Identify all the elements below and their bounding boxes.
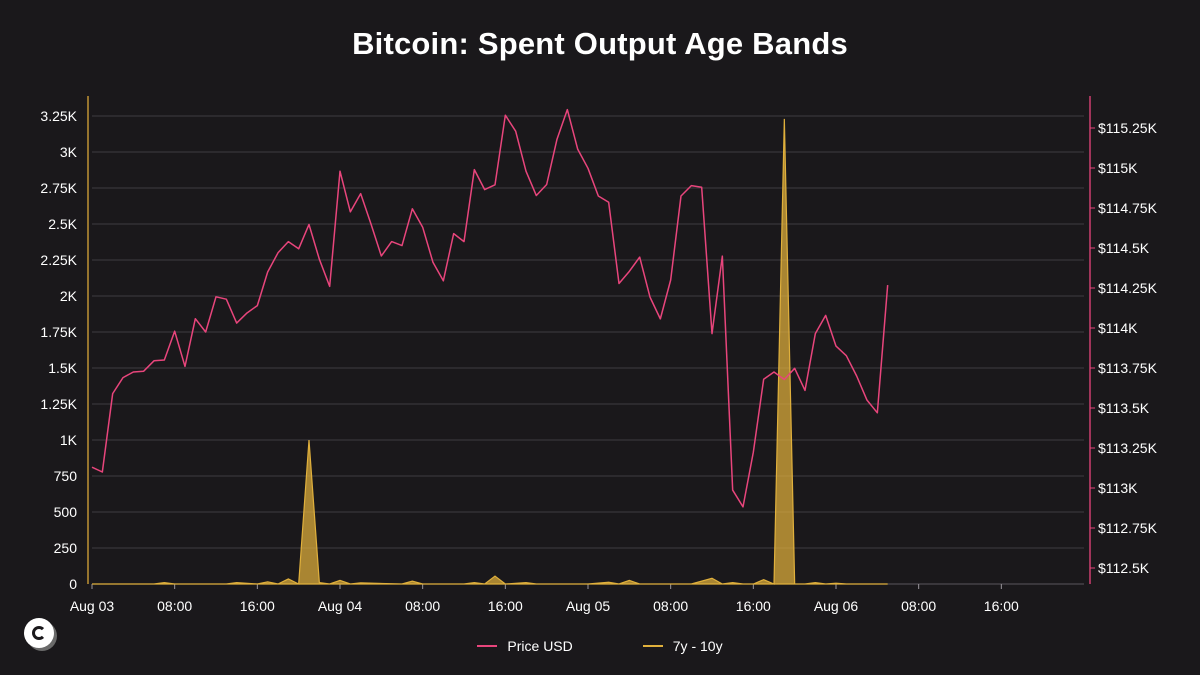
y-left-tick-label: 1.5K bbox=[48, 360, 77, 376]
y-right-tick-label: $114.5K bbox=[1098, 240, 1150, 256]
y-right-tick-label: $114K bbox=[1098, 320, 1138, 336]
y-left-tick-label: 2.25K bbox=[40, 252, 77, 268]
legend-swatch-7y-10y bbox=[642, 645, 663, 647]
y-right-tick-label: $112.75K bbox=[1098, 520, 1158, 536]
x-tick-label: 16:00 bbox=[488, 598, 523, 614]
x-tick-label: 08:00 bbox=[157, 598, 192, 614]
y-right-tick-label: $115.25K bbox=[1098, 120, 1158, 136]
y-left-tick-label: 250 bbox=[54, 540, 78, 556]
y-left-tick-label: 2K bbox=[60, 288, 78, 304]
legend-item-price[interactable]: Price USD bbox=[477, 638, 573, 654]
x-tick-label: 16:00 bbox=[984, 598, 1019, 614]
area-7y-10y bbox=[92, 118, 888, 585]
x-tick-label: Aug 05 bbox=[566, 598, 611, 614]
x-tick-label: Aug 03 bbox=[70, 598, 115, 614]
x-tick-label: 16:00 bbox=[736, 598, 771, 614]
legend: Price USD 7y - 10y bbox=[0, 638, 1200, 654]
y-right-tick-label: $114.25K bbox=[1098, 280, 1158, 296]
grid-layer bbox=[92, 115, 1084, 549]
x-tick-label: 16:00 bbox=[240, 598, 275, 614]
logo-icon-mark bbox=[32, 626, 46, 640]
chart-title: Bitcoin: Spent Output Age Bands bbox=[352, 26, 848, 61]
y-left-tick-label: 3K bbox=[60, 144, 78, 160]
legend-swatch-price bbox=[477, 645, 498, 647]
x-tick-label: 08:00 bbox=[901, 598, 936, 614]
y-left-tick-label: 1.75K bbox=[40, 324, 77, 340]
legend-label-7y-10y: 7y - 10y bbox=[672, 638, 723, 654]
y-left-tick-label: 1K bbox=[60, 432, 78, 448]
x-tick-label: 08:00 bbox=[653, 598, 688, 614]
legend-label-price: Price USD bbox=[507, 638, 573, 654]
y-right-tick-label: $112.5K bbox=[1098, 560, 1150, 576]
x-tick-label: Aug 06 bbox=[814, 598, 859, 614]
axis-layer bbox=[87, 96, 1095, 589]
y-left-tick-label: 500 bbox=[54, 504, 78, 520]
y-left-tick-label: 2.5K bbox=[48, 216, 77, 232]
x-tick-label: Aug 04 bbox=[318, 598, 363, 614]
y-left-tick-label: 3.25K bbox=[40, 108, 77, 124]
line-price-usd bbox=[91, 108, 889, 508]
y-right-tick-label: $113.75K bbox=[1098, 360, 1158, 376]
y-right-tick-label: $115K bbox=[1098, 160, 1138, 176]
y-left-tick-label: 0 bbox=[69, 576, 77, 592]
legend-item-7y-10y[interactable]: 7y - 10y bbox=[642, 638, 723, 654]
label-layer: 0 250 500 750 1K 1.25K 1.5K 1.75K 2K 2.25K 2.5K 2.7… bbox=[40, 108, 1157, 614]
y-left-tick-label: 2.75K bbox=[40, 180, 77, 196]
series-layer bbox=[91, 108, 889, 585]
y-left-tick-label: 750 bbox=[54, 468, 78, 484]
logo-icon bbox=[24, 618, 54, 648]
x-tick-label: 08:00 bbox=[405, 598, 440, 614]
y-right-tick-label: $113K bbox=[1098, 480, 1138, 496]
y-left-tick-label: 1.25K bbox=[40, 396, 77, 412]
y-right-tick-label: $113.5K bbox=[1098, 400, 1150, 416]
y-right-tick-label: $113.25K bbox=[1098, 440, 1158, 456]
y-right-tick-label: $114.75K bbox=[1098, 200, 1158, 216]
